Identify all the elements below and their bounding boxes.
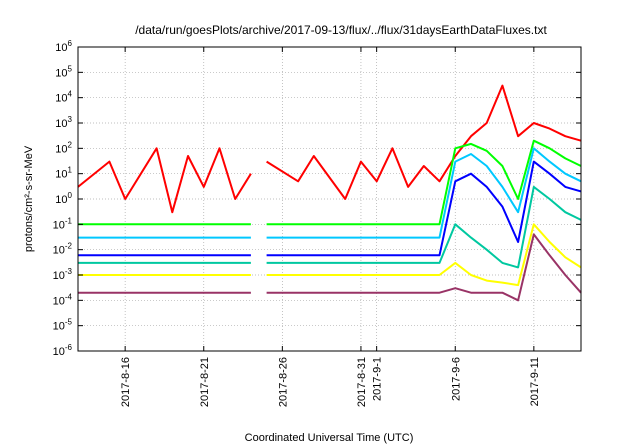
series-line-4: [266, 160, 582, 257]
x-axis: 2017-8-16 2017-8-21 2017-8-26 2017-8-31 2017…: [120, 47, 541, 407]
series-group: [77, 84, 582, 302]
x-tick-label: 2017-8-31: [356, 357, 368, 407]
x-axis-label: Coordinated Universal Time (UTC): [245, 432, 414, 444]
y-tick-label: 10-2: [53, 242, 73, 257]
x-tick-label: 2017-9-11: [529, 357, 541, 406]
y-tick-label: 10-3: [53, 267, 73, 282]
x-tick-label: 2017-9-6: [450, 357, 462, 401]
chart-title: /data/run/goesPlots/archive/2017-09-13/f…: [135, 23, 547, 37]
y-axis: 10-6 10-5 10-4 10-3 10-2 10-1 100 101 102 103 104 1…: [53, 39, 581, 358]
y-tick-label: 106: [55, 39, 72, 54]
x-tick-label: 2017-8-16: [120, 357, 132, 407]
series-line-6: [266, 223, 582, 287]
y-tick-label: 105: [55, 64, 72, 79]
series-line-1: [266, 84, 582, 200]
series-line-7: [266, 233, 582, 302]
series-line-2: [266, 139, 582, 226]
y-axis-label: protons/cm²-s-sr-MeV: [23, 145, 35, 252]
y-tick-label: 101: [55, 166, 72, 181]
y-tick-label: 10-1: [53, 216, 73, 231]
x-tick-label: 2017-8-26: [277, 357, 289, 407]
y-tick-label: 10-4: [53, 292, 73, 307]
y-tick-label: 10-6: [53, 343, 73, 358]
y-tick-label: 10-5: [53, 318, 73, 333]
series-line-1: [77, 147, 252, 214]
series-line-5: [266, 185, 582, 269]
y-tick-label: 102: [55, 140, 72, 155]
y-tick-label: 104: [55, 90, 72, 105]
x-tick-label: 2017-8-21: [199, 357, 211, 407]
y-tick-label: 103: [55, 115, 72, 130]
y-tick-label: 100: [55, 191, 72, 206]
x-tick-label: 2017-9-1: [372, 357, 384, 401]
series-line-3: [266, 147, 582, 239]
